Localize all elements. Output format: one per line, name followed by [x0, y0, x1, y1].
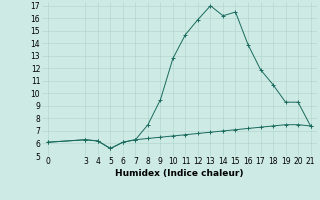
X-axis label: Humidex (Indice chaleur): Humidex (Indice chaleur): [115, 169, 244, 178]
